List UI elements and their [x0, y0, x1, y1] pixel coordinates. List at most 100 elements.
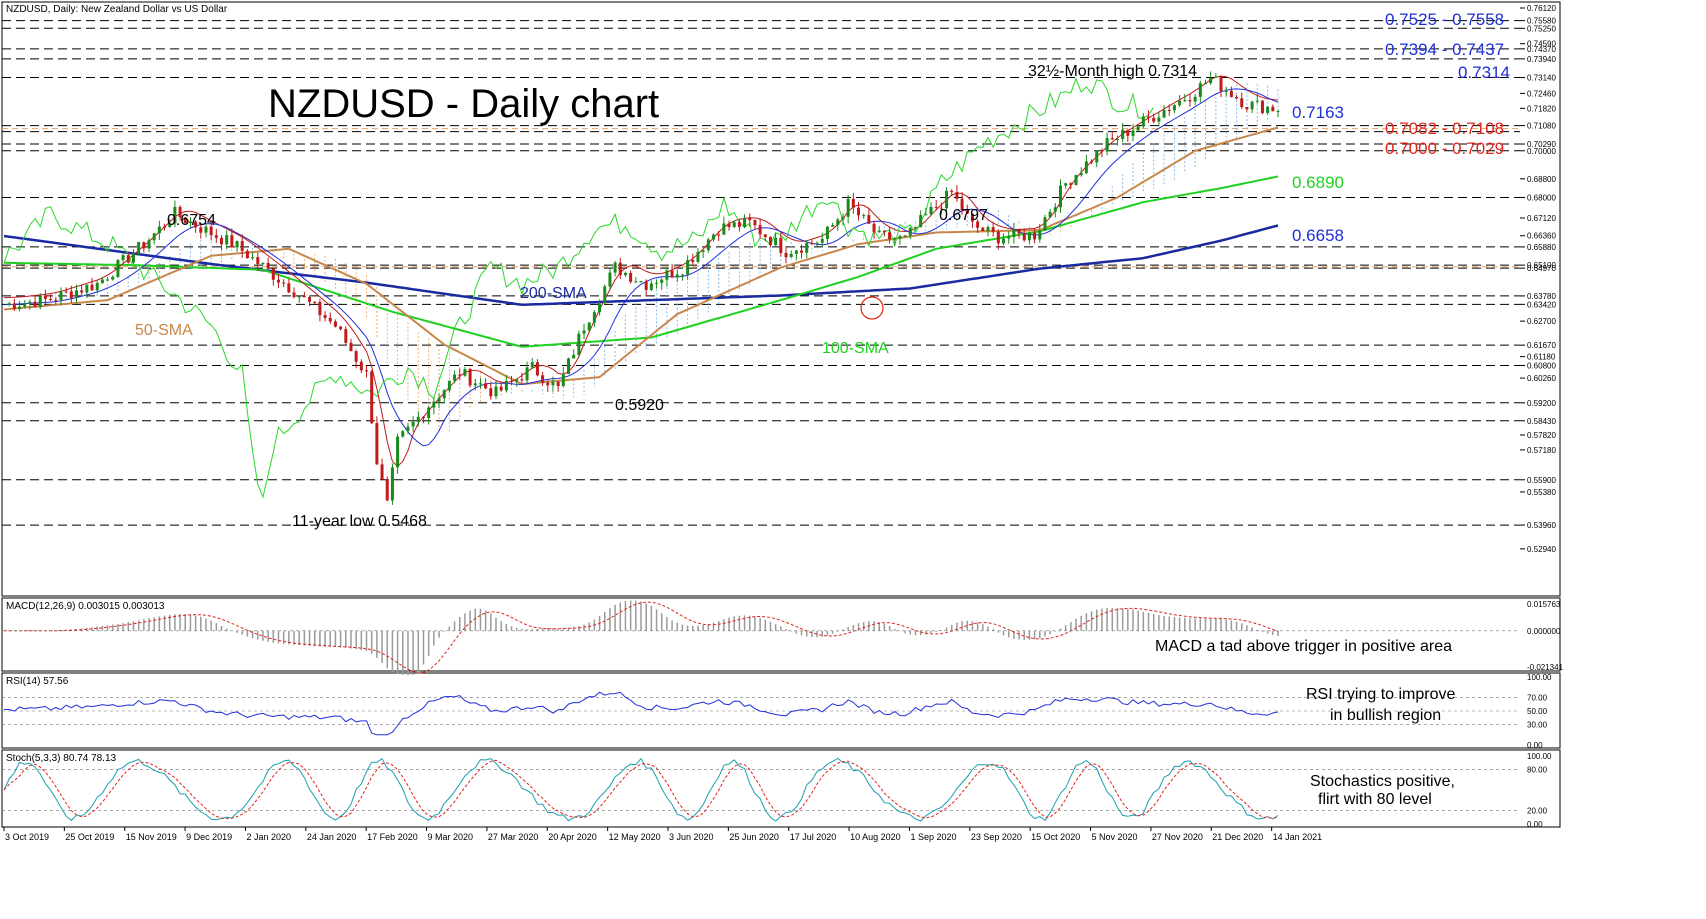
candle-body [825, 226, 829, 239]
candle-body [888, 232, 892, 240]
candle-body [613, 262, 617, 273]
candle-body [1255, 100, 1259, 102]
candle-body [872, 223, 876, 233]
candle-body [1058, 185, 1062, 208]
y-tick-label: 0.60800 [1527, 361, 1556, 370]
candle-body [1266, 106, 1270, 114]
candle-body [54, 299, 58, 301]
rsi-header: RSI(14) 57.56 [6, 676, 69, 687]
candle-body [494, 386, 498, 397]
crossover-circle [860, 296, 884, 320]
candle-body [437, 398, 441, 402]
candle-body [235, 241, 239, 248]
candle-body [670, 270, 674, 278]
candle-body [592, 312, 596, 323]
candle-body [981, 227, 985, 231]
time-axis: 3 Oct 2019 25 Oct 2019 15 Nov 2019 9 Dec 20… [3, 827, 1322, 842]
y-tick-label: 100.00 [1527, 673, 1552, 682]
candle-body [701, 250, 705, 252]
y-tick-label: 0.62700 [1527, 317, 1556, 326]
low-5920-label: 0.5920 [615, 397, 664, 414]
candle-body [354, 351, 358, 362]
candle-body [188, 221, 192, 224]
y-tick-label: 20.00 [1527, 806, 1548, 815]
candle-body [991, 227, 995, 232]
candle-body [841, 216, 845, 220]
candle-body [727, 223, 731, 227]
x-tick-label: 2 Jan 2020 [246, 832, 291, 842]
horizontal-levels [2, 20, 1520, 526]
candle-body [427, 407, 431, 419]
candle-body [996, 231, 1000, 244]
candle-body [660, 279, 664, 283]
candle-body [43, 295, 47, 299]
candle-body [945, 190, 949, 209]
y-tick-label: 0.58430 [1527, 417, 1556, 426]
candle-body [965, 210, 969, 214]
macd-panel [1, 597, 1561, 672]
candle-body [220, 237, 224, 245]
candle-body [913, 227, 917, 229]
stoch-header: Stoch(5,3,3) 80.74 78.13 [6, 753, 117, 764]
candle-body [1048, 211, 1052, 218]
candle-body [339, 326, 343, 330]
candle-body [1172, 105, 1176, 111]
candle-body [1033, 232, 1037, 240]
candle-body [1007, 236, 1011, 239]
candle-body [1115, 139, 1119, 141]
window-title: NZDUSD, Daily: New Zealand Dollar vs US … [6, 4, 228, 15]
year-low-label: 11-year low 0.5468 [292, 513, 427, 530]
candle-body [882, 230, 886, 233]
y-tick-label: 0.68800 [1527, 175, 1556, 184]
candle-body [1152, 117, 1156, 122]
candle-body [121, 255, 125, 261]
candle-body [199, 227, 203, 233]
candle-body [1214, 76, 1218, 78]
candle-body [779, 237, 783, 253]
x-tick-label: 12 May 2020 [609, 832, 661, 842]
y-tick-label: 100.00 [1527, 752, 1552, 761]
candle-body [38, 295, 42, 308]
high-6754-label: 0.6754 [167, 212, 216, 229]
candle-body [748, 217, 752, 221]
candle-body [349, 342, 353, 352]
sma-line-200-SMA [3, 224, 1279, 307]
candle-body [302, 296, 306, 298]
candle-body [960, 198, 964, 211]
x-tick-label: 10 Aug 2020 [850, 832, 901, 842]
candle-body [1229, 90, 1233, 98]
candle-body [520, 379, 524, 381]
y-tick-label: 0.00 [1527, 820, 1543, 829]
x-tick-label: 3 Jun 2020 [669, 832, 714, 842]
candle-body [447, 380, 451, 391]
stoch-series: 100.00 80.00 20.00 0.00 [2, 752, 1552, 829]
candle-body [784, 252, 788, 258]
macd-header: MACD(12,26,9) 0.003015 0.003013 [6, 601, 165, 612]
candle-body [639, 281, 643, 283]
rsi-panel [1, 672, 1561, 749]
candle-body [753, 220, 757, 226]
candle-body [903, 235, 907, 237]
candle-body [717, 234, 721, 236]
candle-body [768, 237, 772, 246]
x-tick-label: 23 Sep 2020 [971, 832, 1022, 842]
candle-body [111, 276, 115, 280]
candle-body [1017, 229, 1021, 234]
chart-title: NZDUSD - Daily chart [268, 82, 659, 126]
candle-body [763, 234, 767, 238]
candle-body [1167, 110, 1171, 112]
candle-body [582, 330, 586, 334]
y-tick-label: 0.75580 [1527, 17, 1556, 26]
indicator-lines [3, 75, 1279, 499]
y-tick-label: 0.015763 [1527, 600, 1561, 609]
candle-body [183, 217, 187, 224]
candle-body [743, 217, 747, 227]
sma50-label: 50-SMA [135, 322, 193, 339]
candle-body [458, 374, 462, 376]
candle-body [831, 225, 835, 227]
candle-body [225, 235, 229, 245]
candle-body [929, 206, 933, 215]
candle-body [800, 250, 804, 253]
candle-body [292, 292, 296, 298]
